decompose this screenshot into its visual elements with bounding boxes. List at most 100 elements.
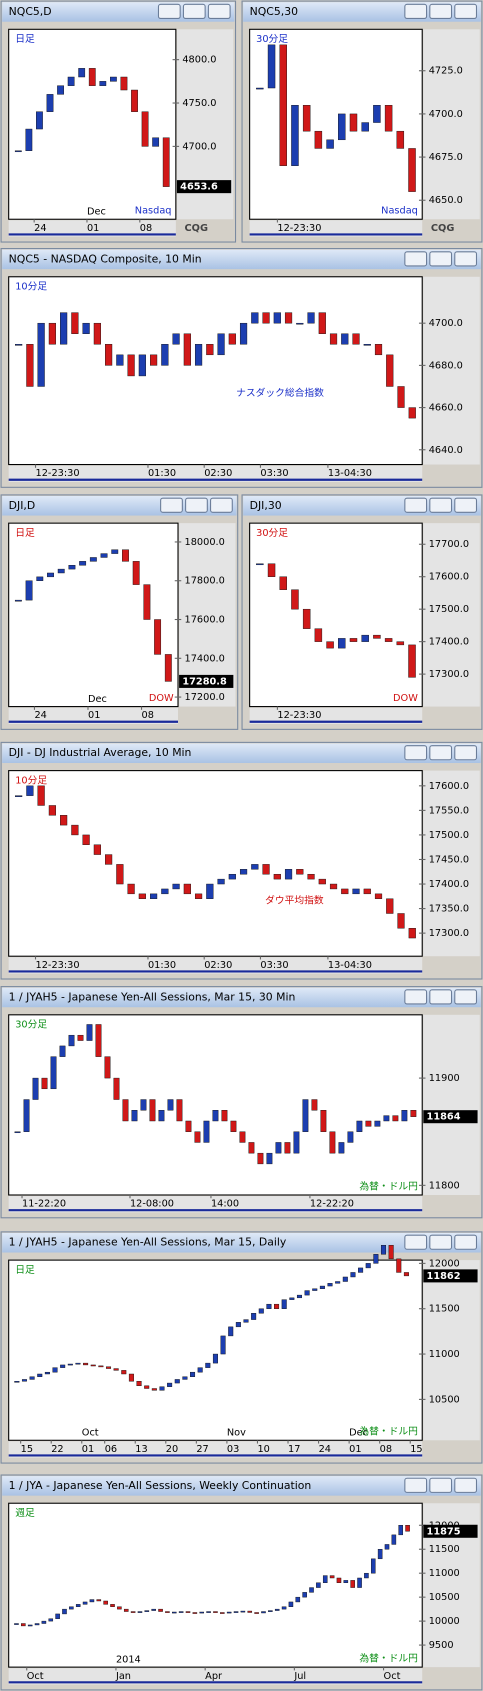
- x-tick-label: 01: [349, 1444, 361, 1455]
- chart-note: 為替・ドル円: [359, 1179, 418, 1192]
- candle: [405, 1525, 410, 1532]
- window-button-close[interactable]: [210, 497, 233, 513]
- candle: [25, 128, 33, 151]
- candle: [121, 1370, 127, 1375]
- y-tick-label: 10000: [429, 1616, 460, 1627]
- candle: [59, 1045, 66, 1057]
- window-button-close[interactable]: [454, 1234, 478, 1250]
- window-button-close[interactable]: [454, 497, 478, 513]
- candle: [398, 1525, 403, 1536]
- candle: [34, 1623, 40, 1626]
- window-button-close[interactable]: [454, 989, 478, 1005]
- chart-note: Nasdaq: [135, 206, 172, 217]
- x-tick-label: Apr: [205, 1671, 223, 1682]
- candle: [316, 1582, 321, 1588]
- candle: [44, 1371, 50, 1375]
- candle: [185, 1611, 191, 1613]
- window-button-max[interactable]: [429, 497, 453, 513]
- window-button-min[interactable]: [404, 251, 428, 267]
- window-button-close[interactable]: [454, 1477, 478, 1493]
- window-button-min[interactable]: [404, 1477, 428, 1493]
- x-tick-label: 27: [196, 1444, 208, 1455]
- candle: [174, 1379, 180, 1384]
- candle: [384, 1544, 390, 1550]
- candle: [212, 1353, 218, 1364]
- window-button-close[interactable]: [207, 3, 231, 19]
- price-axis: [423, 276, 480, 465]
- last-price: 11875: [427, 1526, 461, 1537]
- title-bar: [2, 1232, 481, 1253]
- window-button-max[interactable]: [429, 745, 453, 761]
- window-button-max[interactable]: [429, 1477, 453, 1493]
- candle: [230, 1120, 237, 1132]
- candle: [248, 1142, 255, 1154]
- candle: [141, 111, 149, 147]
- candle: [159, 1386, 165, 1391]
- window-button-min[interactable]: [404, 3, 428, 19]
- candle: [380, 1245, 387, 1255]
- candle: [408, 644, 416, 678]
- candle: [388, 1245, 394, 1260]
- candle: [14, 1131, 21, 1134]
- candle: [296, 322, 304, 325]
- candle: [235, 1322, 241, 1328]
- y-tick-label: 11500: [429, 1544, 460, 1555]
- window-button-min[interactable]: [404, 497, 428, 513]
- window-button-close[interactable]: [454, 745, 478, 761]
- candle: [335, 1281, 341, 1284]
- candle: [373, 1254, 379, 1264]
- y-tick-label: 4750.0: [182, 98, 216, 109]
- candle: [206, 1611, 211, 1613]
- candle: [221, 1110, 228, 1122]
- title-bar: [2, 249, 481, 270]
- x-tick-label: 22: [51, 1444, 63, 1455]
- window-button-max[interactable]: [429, 989, 453, 1005]
- window-button-max[interactable]: [429, 251, 453, 267]
- window-button-min[interactable]: [404, 745, 428, 761]
- last-price-box: [423, 1269, 478, 1283]
- window-button-max[interactable]: [182, 3, 206, 19]
- window-button-min[interactable]: [404, 1234, 428, 1250]
- window-button-min[interactable]: [404, 989, 428, 1005]
- chart-label: 30分足: [256, 33, 288, 45]
- window-button-max[interactable]: [429, 1234, 453, 1250]
- candle: [384, 105, 393, 132]
- y-tick-label: 18000.0: [185, 537, 225, 548]
- price-axis: [423, 1014, 480, 1195]
- time-axis: [8, 957, 423, 974]
- candle: [275, 1142, 282, 1154]
- candle: [267, 563, 276, 577]
- candle: [384, 638, 393, 642]
- candle: [27, 1624, 33, 1627]
- candle: [98, 1365, 104, 1368]
- title-bar: [2, 1476, 481, 1496]
- candle: [289, 1297, 295, 1300]
- candle: [164, 654, 172, 682]
- candle: [403, 1272, 409, 1277]
- candle: [68, 1034, 75, 1047]
- candle: [228, 1326, 234, 1337]
- candle: [172, 883, 180, 890]
- window-button-max[interactable]: [185, 497, 208, 513]
- candle: [251, 312, 259, 324]
- candle: [130, 1611, 136, 1613]
- candle: [182, 1376, 188, 1380]
- candle: [342, 1276, 348, 1282]
- candle: [203, 1120, 210, 1143]
- candle: [95, 1024, 102, 1057]
- candle: [151, 1388, 157, 1391]
- window-button-close[interactable]: [454, 251, 478, 267]
- candle: [350, 1580, 355, 1588]
- window-button-min[interactable]: [160, 497, 183, 513]
- y-tick-label: 4700.0: [429, 318, 463, 329]
- y-tick-label: 17700.0: [429, 539, 469, 550]
- candle: [52, 1367, 58, 1373]
- month-label: Dec: [87, 207, 106, 218]
- window-button-min[interactable]: [157, 3, 181, 19]
- window-button-max[interactable]: [429, 3, 453, 19]
- last-price: 17280.8: [182, 676, 227, 687]
- candle: [152, 137, 160, 147]
- window-button-close[interactable]: [454, 3, 478, 19]
- y-tick-label: 11500: [429, 1304, 460, 1315]
